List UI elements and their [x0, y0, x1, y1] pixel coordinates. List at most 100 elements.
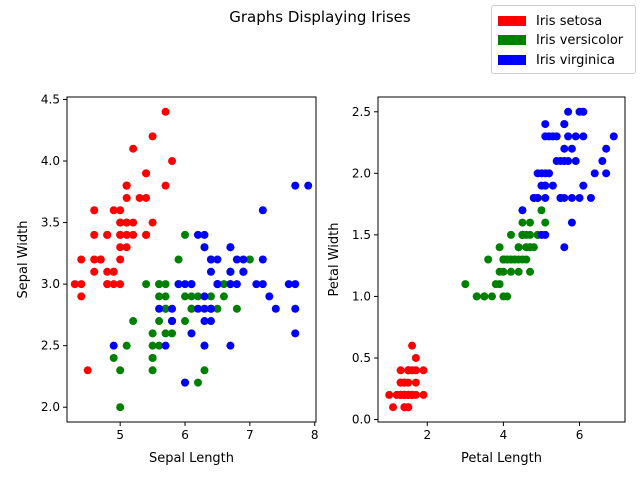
plot1-point-iris-setosa-36 [148, 218, 157, 227]
plot1-point-iris-versicolor-0 [245, 255, 254, 264]
plot1-point-iris-virginica-20 [239, 255, 248, 264]
plot2-point-iris-virginica-30 [579, 181, 588, 190]
plot2-point-iris-setosa-45 [400, 378, 409, 387]
plot1-point-iris-virginica-32 [206, 304, 215, 313]
plot2-point-iris-virginica-48 [552, 132, 561, 141]
plot2-point-iris-versicolor-34 [518, 230, 527, 239]
plot2-point-iris-versicolor-29 [480, 292, 489, 301]
plot1-point-iris-setosa-23 [122, 243, 131, 252]
plot1-point-iris-versicolor-7 [109, 353, 118, 362]
plot2-point-iris-setosa-24 [419, 390, 428, 399]
plot1-point-iris-virginica-15 [206, 255, 215, 264]
plot2-ytick-label-5: 2.5 [352, 105, 371, 119]
plot1-point-iris-versicolor-23 [187, 304, 196, 313]
plot1-point-iris-virginica-48 [193, 230, 202, 239]
plot1-point-iris-virginica-46 [200, 341, 209, 350]
plot2-point-iris-versicolor-40 [514, 267, 523, 276]
plot1-ytick-label-4: 4.0 [41, 154, 60, 168]
plot2-point-iris-virginica-43 [571, 132, 580, 141]
plot1-point-iris-setosa-28 [129, 230, 138, 239]
plot2-point-iris-virginica-22 [602, 169, 611, 178]
plot2-ytick-label-0: 0.0 [352, 413, 371, 427]
plot2-point-iris-virginica-44 [564, 107, 573, 116]
plot1-point-iris-versicolor-47 [193, 292, 202, 301]
plot2-point-iris-setosa-18 [411, 378, 420, 387]
plot2-point-iris-versicolor-25 [514, 243, 523, 252]
plot2-ylabel: Petal Width [327, 223, 342, 297]
plot1-point-iris-versicolor-13 [187, 292, 196, 301]
plot1-point-iris-setosa-32 [129, 144, 138, 153]
plot1-point-iris-virginica-7 [265, 292, 274, 301]
plot1-point-iris-setosa-16 [142, 169, 151, 178]
plot2-point-iris-virginica-4 [567, 144, 576, 153]
plot1-point-iris-setosa-18 [161, 181, 170, 190]
plot1-point-iris-virginica-22 [291, 304, 300, 313]
plot1-point-iris-setosa-24 [103, 230, 112, 239]
plot2-point-iris-virginica-37 [556, 193, 565, 202]
plot1-point-iris-setosa-13 [70, 280, 79, 289]
plot1-point-iris-virginica-17 [291, 181, 300, 190]
plot2-point-iris-virginica-20 [564, 132, 573, 141]
plot1-point-iris-setosa-34 [109, 267, 118, 276]
plot1-point-iris-versicolor-39 [148, 341, 157, 350]
plot1-point-iris-setosa-38 [77, 280, 86, 289]
plot1-point-iris-setosa-45 [103, 280, 112, 289]
plot1-point-iris-setosa-1 [109, 280, 118, 289]
plot2-point-iris-virginica-45 [545, 132, 554, 141]
plot2-point-iris-versicolor-30 [491, 280, 500, 289]
plot2-point-iris-virginica-8 [567, 193, 576, 202]
plot2-point-iris-virginica-7 [586, 193, 595, 202]
plot1-point-iris-virginica-31 [304, 181, 313, 190]
plot2-point-iris-versicolor-33 [541, 218, 550, 227]
plot2-point-iris-versicolor-14 [484, 255, 493, 264]
plot2-point-iris-versicolor-11 [507, 230, 516, 239]
plot1-point-iris-setosa-49 [116, 243, 125, 252]
plot1-point-iris-virginica-19 [181, 378, 190, 387]
legend-label-versicolor: Iris versicolor [536, 32, 624, 48]
plot1-point-iris-versicolor-8 [219, 292, 228, 301]
plot1-point-iris-virginica-34 [187, 329, 196, 338]
legend-swatch-virginica [498, 55, 526, 65]
plot1-point-iris-virginica-29 [258, 280, 267, 289]
plot2-ytick-label-1: 0.5 [352, 351, 371, 365]
plot1-point-iris-versicolor-19 [155, 341, 164, 350]
plot1-xtick-label-1: 6 [181, 428, 189, 442]
plot1-point-iris-setosa-48 [135, 193, 144, 202]
plot1-point-iris-versicolor-49 [161, 304, 170, 313]
plot1-point-iris-setosa-25 [116, 280, 125, 289]
plot2-xtick-label-2: 6 [576, 428, 584, 442]
plot1-xlabel: Sepal Length [149, 451, 234, 466]
plot1-point-iris-virginica-23 [200, 317, 209, 326]
plot1-point-iris-virginica-10 [213, 255, 222, 264]
legend-item-versicolor: Iris versicolor [498, 31, 623, 49]
plot1-point-iris-versicolor-20 [174, 255, 183, 264]
plot1-point-iris-virginica-41 [239, 267, 248, 276]
plot2-point-iris-setosa-23 [411, 353, 420, 362]
plot2-point-iris-virginica-11 [548, 181, 557, 190]
plot1-point-iris-setosa-41 [83, 366, 92, 375]
plot2-point-iris-virginica-32 [560, 144, 569, 153]
plot2-point-iris-versicolor-45 [507, 267, 516, 276]
plot1-point-iris-virginica-42 [168, 317, 177, 326]
legend-item-setosa: Iris setosa [498, 12, 602, 30]
plot1-point-iris-setosa-31 [142, 230, 151, 239]
plot2-point-iris-setosa-13 [389, 403, 398, 412]
plot1-point-iris-setosa-35 [116, 255, 125, 264]
plot1-axes-frame [66, 96, 317, 423]
plot1-point-iris-versicolor-44 [155, 317, 164, 326]
plot1-ylabel: Sepal Width [16, 221, 31, 299]
plot1-point-iris-setosa-4 [116, 206, 125, 215]
plot1-point-iris-setosa-3 [90, 267, 99, 276]
plot2-point-iris-virginica-34 [560, 243, 569, 252]
plot1-point-iris-setosa-33 [148, 132, 157, 141]
plot1-ytick-label-1: 2.5 [41, 339, 60, 353]
plot2-point-iris-virginica-17 [602, 144, 611, 153]
plot2-point-iris-setosa-31 [404, 366, 413, 375]
plot2-point-iris-virginica-46 [537, 181, 546, 190]
plot2-point-iris-setosa-44 [419, 366, 428, 375]
plot1-point-iris-setosa-43 [116, 218, 125, 227]
plot2-point-iris-versicolor-27 [537, 206, 546, 215]
plot2-point-iris-virginica-47 [545, 169, 554, 178]
plot1-ytick-label-5: 4.5 [41, 92, 60, 106]
